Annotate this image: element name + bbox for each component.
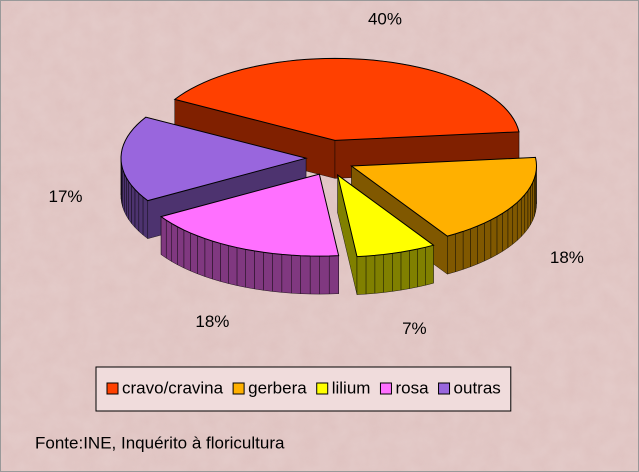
slice-side [190,232,198,275]
slice-side [263,252,273,292]
slice-side [532,178,535,221]
slice-side [160,216,167,259]
legend-label: gerbera [248,378,307,397]
slice-side [309,255,320,295]
slice-side [228,245,238,286]
slice-side [183,229,191,272]
slice-side [477,222,485,265]
slice-side [300,255,311,295]
slice-group [336,173,435,295]
slice-side [383,253,393,293]
slice-side [527,186,531,230]
slice-side [484,219,492,262]
slice-side [177,226,185,269]
slice-side [365,255,376,295]
slice-side [126,176,129,221]
slice-side [400,250,410,291]
slice-side [502,209,509,252]
slice-side [204,238,213,280]
slice-side [455,231,464,273]
slice-side [447,233,456,275]
slice-side [171,223,178,266]
legend-swatch [232,382,245,395]
legend-swatch [106,382,119,395]
slice-side [134,189,140,232]
slice-side [425,244,434,286]
slice-side [272,253,283,293]
slice-side [521,194,525,238]
slice-side [131,185,136,229]
slice-side [374,254,384,294]
slice [336,173,435,258]
slice-side [122,169,125,212]
slice-side [507,205,513,249]
slice [120,116,308,202]
slice-side [392,251,402,292]
slice-side [530,182,533,225]
slice-side [409,248,418,289]
slice-side [197,235,206,277]
slice-side [462,228,471,270]
legend-swatch [316,382,329,395]
slice-side [291,254,301,294]
slice-side [245,249,255,290]
slice-side [236,247,246,288]
slice-side [470,225,478,268]
slice-group [159,173,340,295]
slice-side [281,254,292,294]
legend-label: cravo/cravina [122,378,224,397]
slice-side [512,202,518,245]
slice-side [319,255,330,295]
legend-label: outras [454,378,501,397]
data-label: 7% [402,319,427,338]
slice-side [212,240,221,282]
slice-side [356,255,367,295]
slice-side [490,216,498,259]
slice-side [417,246,426,288]
data-label: 18% [550,248,584,267]
slice-side [524,190,529,234]
slice-side [496,212,503,256]
legend-swatch [438,382,451,395]
legend-label: lilium [332,378,371,397]
slice [173,57,520,141]
slice-side [138,192,144,236]
slice-side [166,219,172,262]
slice-side [128,181,132,225]
legend-label: rosa [395,378,429,397]
slice-side [517,198,522,241]
slice-side [220,243,229,284]
source-note: Fonte:INE, Inquérito à floricultura [35,433,285,452]
slice-side [124,173,127,216]
slice-side [254,250,264,291]
slice-side [142,196,148,240]
data-label: 17% [48,187,82,206]
legend-swatch [379,382,392,395]
data-label: 18% [195,312,229,331]
data-label: 40% [368,10,402,29]
slice [159,173,340,257]
slice-side [328,255,339,295]
slice [350,156,537,237]
